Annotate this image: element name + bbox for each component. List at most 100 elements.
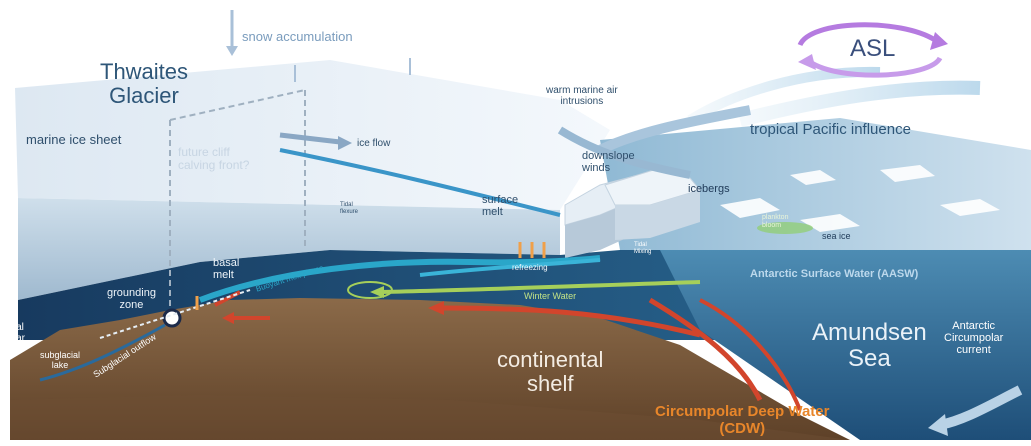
- thwaites-line2: Glacier: [109, 83, 179, 109]
- downslope-winds-label: downslope winds: [582, 150, 635, 174]
- tidal-mixing-line2: Mixing: [634, 248, 652, 255]
- downslope-wind-arrow: [557, 126, 691, 179]
- asl-arrow-bottom: [808, 56, 943, 78]
- sea-ice-floe: [800, 214, 860, 232]
- asl-arrow-top-head: [930, 32, 948, 50]
- surface-melt-line2: melt: [482, 206, 503, 219]
- subglacial-lake-line2: lake: [51, 359, 69, 370]
- snow-arrow-head: [226, 46, 238, 56]
- acc-line3: current: [956, 344, 991, 357]
- aasw-label: Antarctic Surface Water (AASW): [750, 268, 919, 280]
- future-cliff-label: future cliff calving front?: [178, 145, 250, 173]
- cdw-label: Circumpolar Deep Water (CDW): [655, 403, 830, 437]
- marine-ice-sheet-label: marine ice sheet: [26, 132, 122, 147]
- future-cliff-line1: future cliff: [178, 145, 230, 159]
- grounding-zone-label: grounding zone: [107, 287, 156, 311]
- amundsen-line2: Sea: [848, 345, 891, 373]
- ice-sheet-face: [18, 198, 560, 300]
- grounding-zone-marker: [162, 308, 182, 328]
- ice-flow-streak: [279, 148, 561, 217]
- future-cliff-line2: calving front?: [178, 158, 250, 173]
- tidal-mixing-line1: Tidal: [634, 242, 647, 248]
- dashed-line: [169, 89, 306, 121]
- acc-line2: Circumpolar: [944, 332, 1004, 345]
- downslope-line2: winds: [582, 162, 611, 175]
- continental-shelf-label: continental shelf: [497, 347, 604, 397]
- asl-label: ASL: [850, 35, 896, 62]
- ocean-front-face: [660, 250, 1031, 440]
- cdw-arrow-rise-2: [699, 298, 802, 411]
- basal-melt-line2: melt: [213, 269, 234, 282]
- basal-shear-line1: basal: [0, 322, 24, 333]
- cdw-line1: Circumpolar Deep Water: [655, 403, 830, 420]
- cdw-line2: (CDW): [719, 419, 766, 437]
- winter-water-head: [370, 286, 384, 298]
- ice-flow-arrow-head: [338, 136, 352, 150]
- acc-label: Antarctic Circumpolar current: [944, 320, 1003, 356]
- refreezing-label: refreezing: [512, 263, 548, 272]
- plankton-bloom: [757, 222, 813, 234]
- grounding-zone-line2: zone: [119, 299, 144, 312]
- till-label: till: [1, 362, 10, 372]
- warm-air-arrow: [597, 105, 751, 155]
- cdw-arrow-main: [439, 305, 701, 338]
- tidal-flexure-label: Tidal flexure: [340, 202, 358, 215]
- acc-line1: Antarctic: [952, 320, 996, 332]
- continental-shelf-line2: shelf: [526, 371, 574, 397]
- sea-ice-floe: [720, 198, 780, 218]
- plankton-bloom-label: plankton bloom: [762, 214, 788, 229]
- cdw-arrow-cavity-head: [222, 312, 234, 324]
- continental-shelf-line1: continental: [497, 347, 604, 372]
- winter-water-label: Winter Water: [524, 291, 577, 301]
- bedrock-front: [10, 395, 850, 440]
- cdw-arrow-main-head: [428, 301, 444, 315]
- basal-melt-label: basal melt: [213, 257, 239, 281]
- snow-accumulation-label: snow accumulation: [242, 29, 353, 44]
- amundsen-sea-label: Amundsen Sea: [812, 319, 927, 373]
- warm-air-label: warm marine air intrusions: [546, 85, 618, 107]
- grounding-zone-line1: grounding: [107, 287, 156, 299]
- acc-arrow-head: [928, 414, 948, 436]
- sea-ice-floe: [940, 199, 1000, 216]
- basal-shear-label: basal shear: [0, 322, 25, 344]
- tropical-pacific-arrow: [738, 80, 981, 127]
- acc-arrow: [938, 385, 1023, 430]
- ocean-surface: [600, 118, 1031, 250]
- basal-melt-line1: basal: [213, 257, 240, 269]
- ice-flow-arrow: [279, 132, 341, 145]
- amundsen-line1: Amundsen: [812, 319, 927, 346]
- sea-ice-floe: [880, 165, 935, 182]
- icebergs-label: icebergs: [688, 183, 730, 195]
- sea-ice-label: sea ice: [822, 231, 851, 241]
- buoyant-plume: [198, 255, 601, 303]
- thwaites-glacier-title: Thwaites Glacier: [100, 59, 189, 109]
- grounding-dashed: [99, 289, 251, 339]
- iceberg-2: [615, 190, 700, 240]
- downslope-line1: downslope: [582, 150, 635, 162]
- bedrock: [10, 298, 850, 440]
- tidal-mixing-label: Tidal Mixing: [634, 242, 651, 255]
- subglacial-lake-line1: subglacial: [40, 350, 81, 360]
- sea-ice-floe: [790, 170, 836, 185]
- thwaites-line1: Thwaites: [100, 59, 189, 84]
- asl-arrow-top: [797, 22, 937, 47]
- winter-water-arrow: [379, 280, 701, 294]
- subglacial-lake-label: subglacial lake: [40, 350, 81, 371]
- subglacial-stream: [39, 323, 166, 382]
- warm-air-line1: warm marine air: [546, 85, 618, 96]
- surface-melt-line1: surface: [482, 194, 519, 206]
- basal-shear-line2: shear: [0, 333, 26, 344]
- ice-sheet-top: [15, 60, 610, 210]
- ice-flow-label: ice flow: [357, 138, 391, 149]
- refreezing-stream: [419, 258, 601, 277]
- asl-arrow-bottom-head: [798, 54, 816, 70]
- circulation-eddy: [347, 281, 393, 299]
- plankton-line1: plankton: [762, 214, 789, 221]
- plankton-line2: bloom: [762, 221, 782, 229]
- cdw-arrow-rise: [648, 297, 763, 402]
- tidal-flexure-line2: flexure: [340, 208, 359, 215]
- warm-air-line2: intrusions: [560, 96, 604, 107]
- tropical-pacific-label: tropical Pacific influence: [750, 121, 911, 138]
